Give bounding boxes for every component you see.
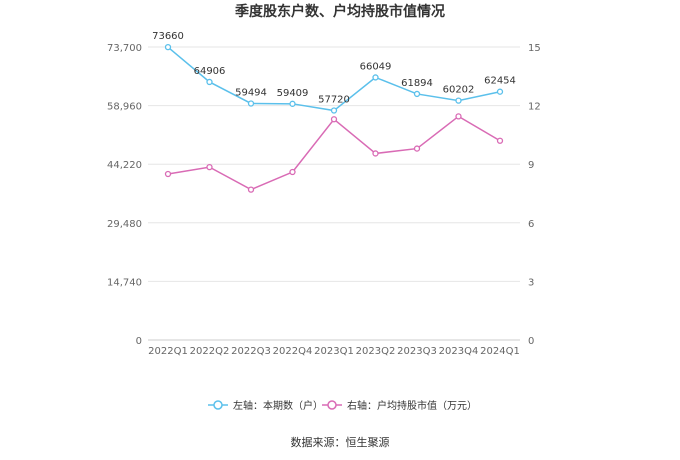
series-2-point (247, 186, 255, 193)
right-tick-label: 3 (528, 277, 534, 288)
legend[interactable]: 左轴：本期数（户） 右轴：户均持股市值（万元） (208, 399, 477, 412)
series-line-2 (167, 115, 501, 191)
series-1-point (164, 44, 172, 51)
x-tick-label: 2023Q2 (356, 346, 396, 357)
legend-marker (213, 400, 223, 410)
data-label: 59494 (235, 87, 267, 98)
right-tick-label: 12 (528, 102, 541, 113)
x-tick-label: 2022Q1 (148, 346, 188, 357)
x-tick-label: 2023Q4 (439, 346, 479, 357)
series-2-point (413, 145, 421, 152)
left-tick-label: 44,220 (107, 160, 142, 171)
series-2-point (289, 168, 296, 176)
left-tick-label: 73,700 (107, 43, 142, 54)
x-tick-label: 2023Q3 (397, 346, 437, 357)
right-axis: 0 3 6 9 12 15 (528, 43, 541, 347)
x-tick-label: 2022Q3 (231, 346, 271, 357)
legend-label: 右轴：户均持股市值（万元） (347, 399, 477, 412)
right-tick-label: 15 (528, 43, 541, 54)
series-1-point (330, 107, 338, 114)
data-label: 66049 (360, 61, 392, 72)
series-1-point (289, 100, 296, 107)
x-axis: 2022Q1 2022Q2 2022Q3 2022Q4 2023Q1 2023Q2 2023… (148, 346, 520, 357)
series-1-point (206, 78, 213, 86)
x-tick-label: 2022Q4 (273, 346, 313, 357)
series: 73660 64906 59494 59409 57720 66049 61894 60202… (152, 31, 516, 193)
left-tick-label: 58,960 (107, 102, 142, 113)
series-2-point (455, 113, 462, 120)
data-label: 60202 (443, 85, 475, 96)
legend-label: 左轴：本期数（户） (233, 399, 323, 412)
x-tick-label: 2023Q1 (314, 346, 354, 357)
legend-marker (327, 400, 337, 410)
left-axis: 0 14,740 29,480 44,220 58,960 73,700 (107, 43, 142, 347)
series-1-point (372, 74, 379, 81)
chart-title: 季度股东户数、户均持股市值情况 (234, 3, 445, 20)
series-2-point (330, 116, 338, 123)
data-label: 62454 (484, 76, 516, 87)
x-tick-label: 2024Q1 (480, 346, 520, 357)
data-label: 64906 (194, 66, 226, 77)
series-1-point (496, 88, 504, 95)
left-tick-label: 0 (136, 336, 142, 347)
series-1-point (413, 90, 421, 98)
source-note: 数据来源：恒生聚源 (291, 435, 390, 449)
series-1-point (455, 97, 462, 104)
x-tick-label: 2022Q2 (190, 346, 230, 357)
series-2-point (496, 137, 504, 144)
right-tick-label: 9 (528, 160, 534, 171)
left-tick-label: 14,740 (107, 277, 142, 288)
data-label: 59409 (277, 88, 309, 99)
series-2-point (164, 170, 172, 178)
series-1-point (247, 100, 255, 107)
series-2-point (372, 150, 379, 157)
series-2-point (206, 163, 213, 171)
data-label: 61894 (401, 78, 433, 89)
right-tick-label: 0 (528, 336, 534, 347)
data-label: 57720 (318, 95, 350, 106)
right-tick-label: 6 (528, 219, 534, 230)
left-tick-label: 29,480 (107, 219, 142, 230)
data-label: 73660 (152, 31, 184, 42)
